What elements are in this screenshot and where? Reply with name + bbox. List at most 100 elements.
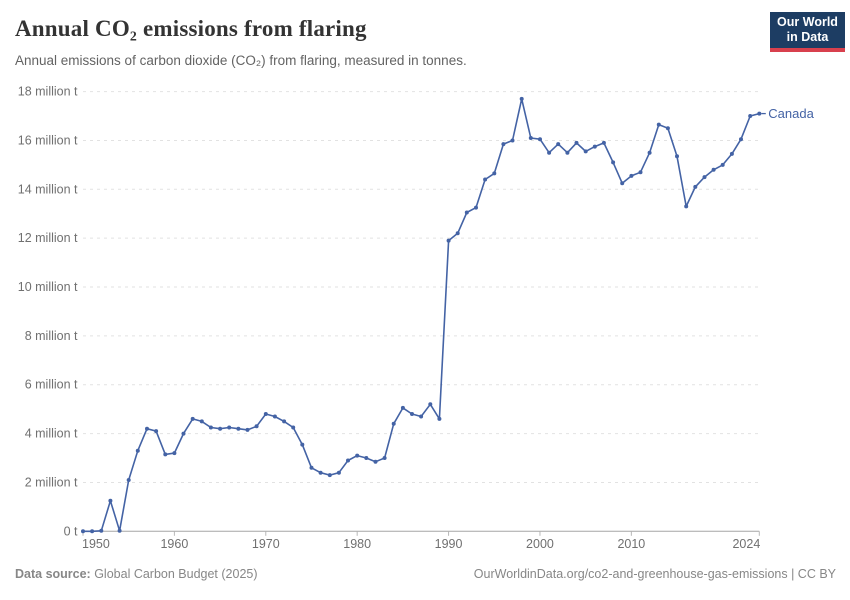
data-point[interactable]	[108, 498, 113, 503]
footer-citation-link[interactable]: OurWorldinData.org/co2-and-greenhouse-ga…	[473, 567, 836, 581]
data-point[interactable]	[400, 405, 405, 410]
data-point[interactable]	[464, 210, 469, 215]
x-axis-tick-label: 1980	[343, 537, 371, 551]
x-axis-tick-label: 2010	[617, 537, 645, 551]
x-axis-tick-label: 1960	[160, 537, 188, 551]
owid-logo-line2: in Data	[786, 30, 829, 44]
data-point[interactable]	[711, 167, 716, 172]
data-point[interactable]	[145, 426, 149, 431]
data-point[interactable]	[300, 442, 305, 447]
data-point[interactable]	[410, 412, 414, 416]
data-point[interactable]	[181, 431, 186, 436]
data-point[interactable]	[620, 181, 625, 186]
data-point[interactable]	[547, 150, 552, 155]
data-source-label: Data source:	[15, 567, 91, 581]
data-point[interactable]	[519, 96, 524, 101]
data-point[interactable]	[483, 177, 488, 182]
data-point[interactable]	[437, 416, 442, 421]
data-point[interactable]	[236, 426, 241, 431]
data-point[interactable]	[611, 160, 616, 165]
data-point[interactable]	[446, 238, 451, 243]
data-point[interactable]	[99, 528, 104, 533]
data-point[interactable]	[684, 204, 689, 209]
data-source-value: Global Carbon Budget (2025)	[90, 567, 258, 581]
y-axis-tick-label: 0 t	[64, 524, 78, 538]
y-axis-tick-label: 18 million t	[18, 85, 78, 99]
data-point[interactable]	[154, 429, 159, 434]
data-point[interactable]	[492, 171, 497, 176]
data-point[interactable]	[318, 470, 323, 475]
data-point[interactable]	[373, 459, 378, 464]
data-point[interactable]	[592, 144, 597, 149]
data-point[interactable]	[757, 111, 762, 116]
data-point[interactable]	[656, 122, 661, 127]
data-source: Data source: Global Carbon Budget (2025)	[15, 567, 258, 581]
owid-logo-red-bar	[770, 48, 845, 52]
owid-logo[interactable]: Our World in Data	[770, 12, 845, 48]
data-point[interactable]	[218, 426, 223, 431]
data-point[interactable]	[263, 412, 268, 416]
data-point[interactable]	[501, 142, 506, 147]
data-point[interactable]	[748, 114, 753, 118]
data-point[interactable]	[336, 470, 341, 475]
data-point[interactable]	[199, 419, 204, 424]
data-point[interactable]	[208, 425, 213, 430]
series-line-canada[interactable]	[83, 98, 760, 533]
data-point[interactable]	[391, 421, 396, 426]
x-axis-tick-label: 1990	[435, 537, 463, 551]
data-point[interactable]	[364, 456, 369, 460]
data-point[interactable]	[693, 184, 698, 189]
data-point[interactable]	[565, 150, 570, 155]
data-point[interactable]	[538, 137, 542, 142]
data-point[interactable]	[629, 173, 634, 178]
data-point[interactable]	[382, 456, 387, 460]
data-point[interactable]	[419, 414, 424, 419]
data-point[interactable]	[254, 424, 259, 429]
entity-label-canada[interactable]: Canada	[768, 106, 814, 121]
data-point[interactable]	[245, 427, 250, 432]
data-point[interactable]	[282, 419, 287, 424]
y-axis-tick-label: 14 million t	[18, 182, 78, 196]
data-point[interactable]	[117, 528, 122, 533]
data-point[interactable]	[135, 448, 140, 453]
data-point[interactable]	[675, 154, 679, 159]
x-axis-tick-label: 2024	[732, 537, 760, 551]
data-point[interactable]	[601, 140, 606, 145]
x-axis-tick-label: 1950	[82, 537, 110, 551]
data-point[interactable]	[583, 149, 588, 154]
owid-logo-line1: Our World	[777, 15, 838, 29]
data-point[interactable]	[163, 452, 168, 457]
data-point[interactable]	[81, 529, 85, 534]
data-point[interactable]	[90, 529, 95, 534]
y-axis-tick-label: 6 million t	[25, 378, 78, 392]
data-point[interactable]	[665, 126, 670, 131]
x-axis-tick-label: 2000	[526, 537, 554, 551]
y-axis-tick-label: 10 million t	[18, 280, 78, 294]
data-point[interactable]	[291, 425, 296, 430]
data-point[interactable]	[272, 414, 277, 419]
data-point[interactable]	[355, 453, 360, 458]
data-point[interactable]	[739, 137, 743, 142]
data-point[interactable]	[428, 402, 433, 407]
data-point[interactable]	[556, 142, 561, 147]
data-point[interactable]	[327, 473, 332, 478]
data-point[interactable]	[227, 425, 232, 430]
data-point[interactable]	[702, 175, 707, 180]
data-point[interactable]	[190, 416, 195, 421]
data-point[interactable]	[474, 205, 478, 210]
data-point[interactable]	[574, 140, 579, 145]
data-point[interactable]	[455, 231, 460, 236]
data-point[interactable]	[510, 138, 515, 143]
data-point[interactable]	[346, 458, 350, 463]
data-point[interactable]	[720, 162, 725, 167]
data-point[interactable]	[528, 136, 533, 140]
data-point[interactable]	[638, 170, 643, 175]
data-point[interactable]	[647, 150, 652, 155]
x-axis-tick-label: 1970	[252, 537, 280, 551]
chart-title: Annual CO₂ emissions from flaring	[15, 16, 367, 41]
data-point[interactable]	[172, 451, 177, 456]
data-point[interactable]	[309, 465, 314, 470]
data-point[interactable]	[729, 151, 734, 156]
data-point[interactable]	[126, 478, 131, 482]
